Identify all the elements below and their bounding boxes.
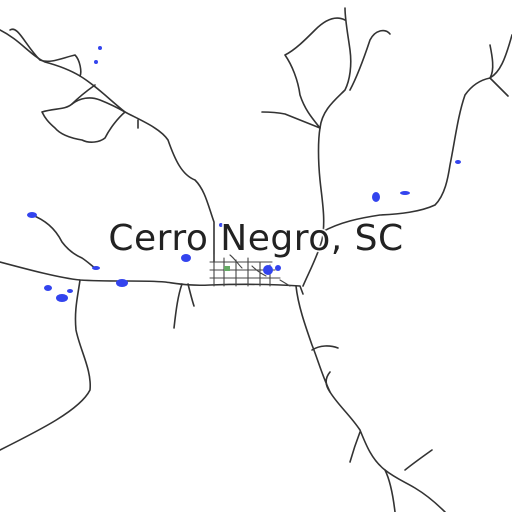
water-bodies bbox=[27, 46, 461, 302]
road-west-lakes bbox=[29, 213, 96, 269]
road-south-west bbox=[173, 283, 183, 329]
road-northwest-spur bbox=[71, 84, 96, 105]
road-south bbox=[295, 285, 446, 512]
road-north-branch bbox=[261, 111, 321, 129]
road-south-east-fork bbox=[404, 449, 433, 471]
road-south-fork bbox=[384, 469, 396, 512]
road-west-south bbox=[0, 279, 91, 451]
place-name-label: Cerro Negro, SC bbox=[107, 217, 405, 261]
road-south-west-2 bbox=[187, 283, 195, 307]
road-south-fork-2 bbox=[349, 431, 361, 463]
park-area bbox=[224, 266, 230, 271]
road-north-branch-2 bbox=[284, 17, 346, 129]
road-south-spur bbox=[311, 345, 339, 351]
road-northwest-upper bbox=[9, 28, 82, 77]
road-east-spur bbox=[489, 44, 494, 79]
road-northwest-loop bbox=[41, 97, 126, 143]
town-streets bbox=[209, 254, 291, 287]
road-north-east-fork bbox=[349, 29, 391, 91]
road-east-spur-2 bbox=[489, 77, 509, 97]
road-south-spur-2 bbox=[325, 371, 331, 393]
